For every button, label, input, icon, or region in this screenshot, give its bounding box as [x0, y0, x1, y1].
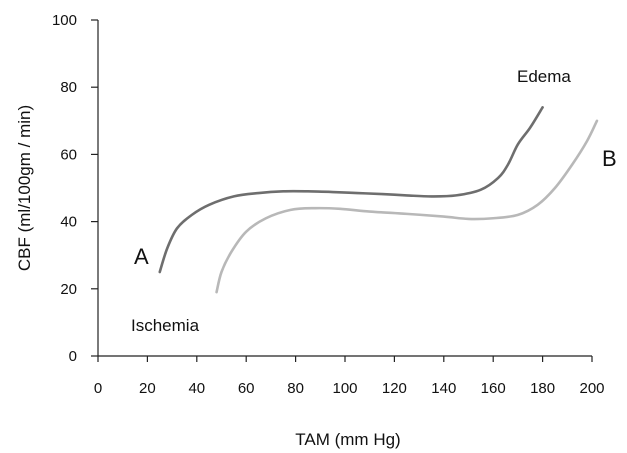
x-tick-label: 120 — [382, 380, 407, 397]
series-line-a — [158, 106, 544, 274]
ischemia-annotation: Ischemia — [131, 316, 200, 335]
y-tick-label: 0 — [69, 348, 77, 365]
series-b-label: B — [602, 146, 617, 171]
series-layer — [158, 106, 599, 294]
y-tick-label: 60 — [60, 146, 77, 163]
x-tick-label: 20 — [139, 380, 156, 397]
x-tick-label: 180 — [530, 380, 555, 397]
x-axis-title: TAM (mm Hg) — [295, 430, 400, 449]
y-tick-label: 80 — [60, 79, 77, 96]
x-tick-label: 160 — [481, 380, 506, 397]
x-tick-label: 60 — [238, 380, 255, 397]
y-ticks: 0 20 40 60 80 100 — [52, 12, 98, 365]
y-axis-title: CBF (ml/100gm / min) — [15, 105, 34, 271]
y-tick-label: 100 — [52, 12, 77, 29]
x-ticks: 0 20 40 60 80 100 120 140 160 180 200 — [94, 356, 605, 397]
series-line-b — [215, 119, 599, 294]
y-tick-label: 40 — [60, 214, 77, 231]
edema-annotation: Edema — [517, 67, 571, 86]
y-tick-label: 20 — [60, 281, 77, 298]
x-tick-label: 40 — [188, 380, 205, 397]
x-tick-label: 100 — [332, 380, 357, 397]
x-tick-label: 80 — [287, 380, 304, 397]
x-tick-label: 140 — [431, 380, 456, 397]
x-tick-label: 200 — [579, 380, 604, 397]
series-a-label: A — [134, 244, 149, 269]
x-tick-label: 0 — [94, 380, 102, 397]
